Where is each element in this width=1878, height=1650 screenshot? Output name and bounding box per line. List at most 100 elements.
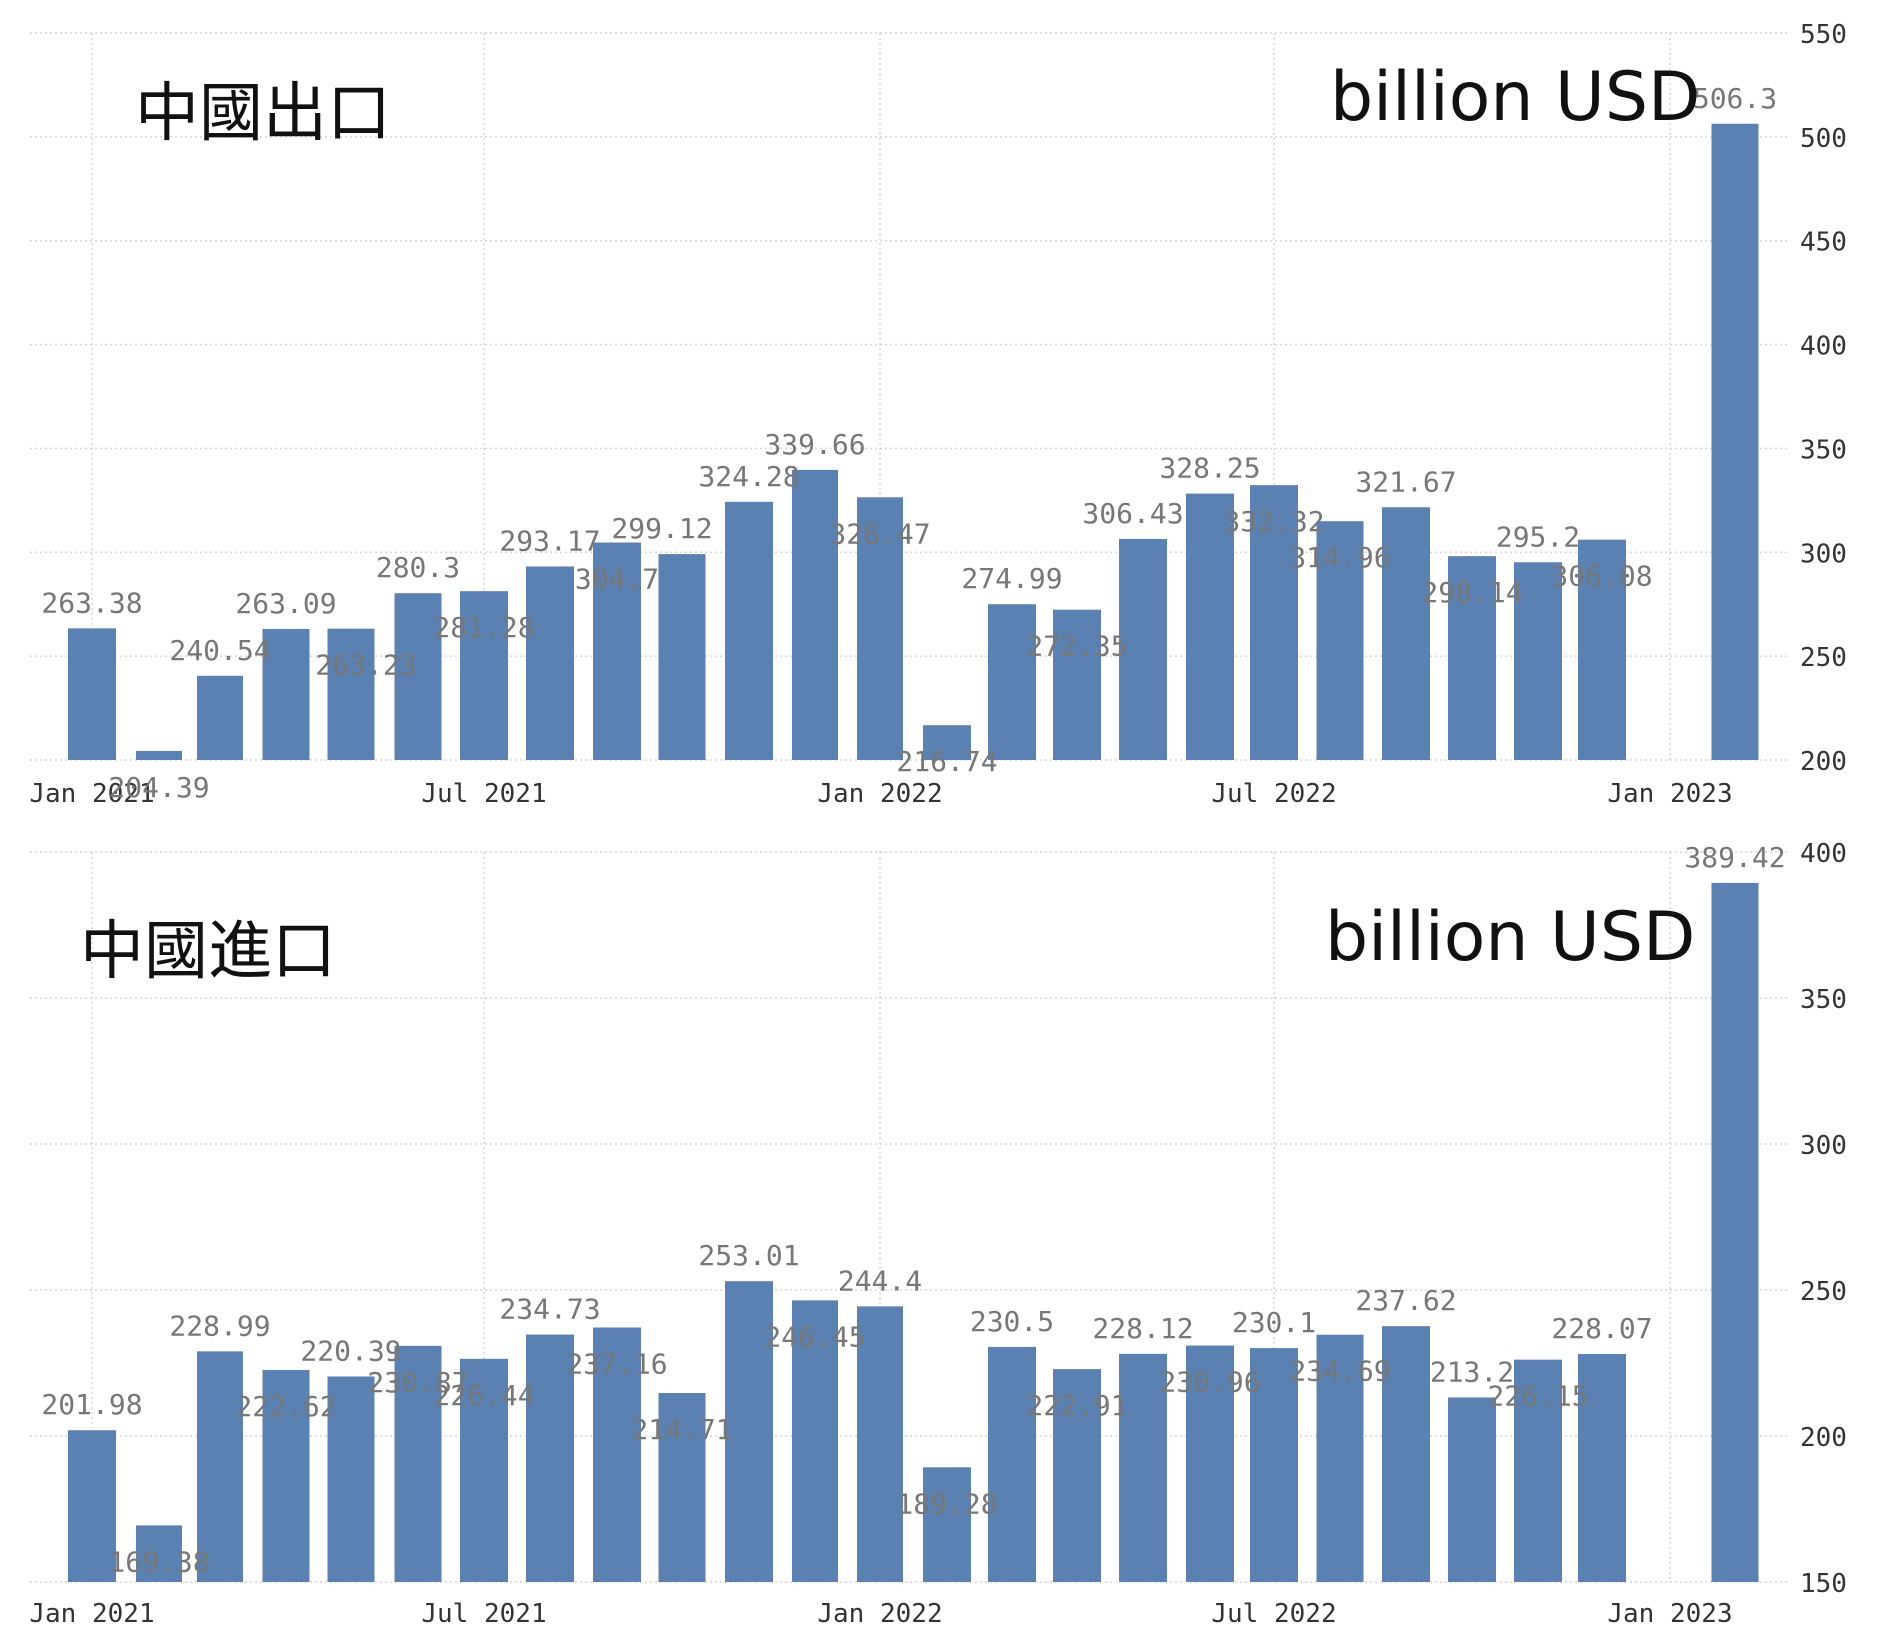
y-tick-label: 400 [1800, 839, 1847, 869]
data-label: 228.99 [169, 1309, 270, 1342]
bar [197, 675, 243, 760]
bar [394, 1345, 442, 1582]
bar [1186, 493, 1234, 760]
data-label: 281.28 [433, 611, 534, 644]
y-tick-label: 250 [1800, 1277, 1847, 1307]
data-label: 299.12 [611, 512, 712, 545]
bar [1053, 609, 1101, 760]
bar [1578, 1354, 1626, 1582]
bar [988, 604, 1036, 760]
data-label: 306.08 [1551, 560, 1652, 593]
bar [136, 1525, 182, 1582]
data-label: 295.2 [1496, 520, 1580, 553]
data-label: 234.73 [499, 1293, 600, 1326]
bar [327, 1376, 375, 1582]
bar [857, 497, 903, 760]
x-tick-label: Jul 2021 [421, 779, 546, 809]
bar [857, 1306, 903, 1582]
bar [327, 628, 375, 760]
bar [593, 1327, 641, 1582]
y-tick-label: 250 [1800, 643, 1847, 673]
bar [923, 725, 971, 760]
data-label: 234.69 [1289, 1355, 1390, 1388]
data-label: 204.39 [108, 771, 209, 804]
data-label: 314.96 [1289, 541, 1390, 574]
bar [658, 1393, 706, 1582]
data-label: 293.17 [499, 524, 600, 557]
x-tick-label: Jan 2022 [817, 779, 942, 809]
data-label: 326.47 [829, 517, 930, 550]
bar [394, 593, 442, 760]
data-label: 328.25 [1159, 452, 1260, 485]
y-tick-label: 300 [1800, 539, 1847, 569]
bar [460, 1358, 508, 1582]
y-tick-label: 400 [1800, 332, 1847, 362]
data-label: 222.91 [1026, 1389, 1127, 1422]
exports-unit-label: billion USD [1330, 58, 1701, 137]
bar [1514, 562, 1562, 760]
x-tick-label: Jul 2021 [421, 1599, 546, 1629]
bar [1186, 1345, 1234, 1582]
bar [526, 566, 574, 760]
bar [988, 1346, 1036, 1582]
bar [1250, 1348, 1298, 1582]
data-label: 228.07 [1551, 1312, 1652, 1345]
y-tick-label: 200 [1800, 1423, 1847, 1453]
data-label: 304.7 [575, 563, 659, 596]
imports-chart-title: 中國進口 [80, 915, 336, 989]
y-tick-label: 350 [1800, 435, 1847, 465]
bar [68, 1430, 116, 1582]
data-label: 214.71 [631, 1413, 732, 1446]
x-tick-label: Jan 2022 [817, 1599, 942, 1629]
data-label: 244.4 [838, 1264, 922, 1297]
data-label: 228.12 [1092, 1312, 1193, 1345]
bar [1316, 521, 1364, 760]
data-label: 226.44 [433, 1379, 534, 1412]
x-tick-label: Jan 2023 [1607, 1599, 1732, 1629]
y-tick-label: 350 [1800, 985, 1847, 1015]
bar [658, 554, 706, 760]
bar [1448, 556, 1496, 760]
data-label: 246.45 [764, 1320, 865, 1353]
data-label: 321.67 [1355, 465, 1456, 498]
bar [1711, 123, 1759, 761]
bar [1119, 538, 1167, 760]
bar [1119, 1353, 1167, 1582]
data-label: 263.23 [315, 649, 416, 682]
data-label: 230.1 [1232, 1306, 1316, 1339]
y-tick-label: 300 [1800, 1131, 1847, 1161]
data-label: 332.32 [1223, 505, 1324, 538]
bar [1316, 1334, 1364, 1582]
bar [68, 628, 116, 760]
bar [136, 750, 182, 760]
data-label: 253.01 [698, 1239, 799, 1272]
data-label: 201.98 [41, 1388, 142, 1421]
data-label: 280.3 [376, 551, 460, 584]
bar [1514, 1359, 1562, 1582]
x-tick-label: Jul 2022 [1211, 779, 1336, 809]
bar [1382, 1326, 1430, 1582]
y-tick-label: 150 [1800, 1569, 1847, 1599]
data-label: 189.28 [896, 1487, 997, 1520]
imports-chart-panel: 150 200 250 300 350 400 Jan 2021 Jul 2021 Jan 20… [0, 820, 1878, 1650]
bar [593, 542, 641, 760]
data-label: 222.62 [235, 1390, 336, 1423]
bar [197, 1351, 243, 1582]
data-label: 324.28 [698, 460, 799, 493]
bar [1578, 539, 1626, 760]
y-tick-label: 200 [1800, 747, 1847, 777]
bar [792, 469, 838, 760]
data-label: 263.38 [41, 586, 142, 619]
bar [1382, 507, 1430, 760]
bar [262, 1369, 310, 1582]
bar [725, 501, 773, 760]
data-label: 506.3 [1693, 82, 1777, 115]
data-label: 339.66 [764, 428, 865, 461]
bar [460, 591, 508, 760]
bar [923, 1467, 971, 1582]
imports-unit-label: billion USD [1325, 898, 1696, 977]
data-label: 274.99 [961, 562, 1062, 595]
x-tick-label: Jul 2022 [1211, 1599, 1336, 1629]
data-label: 389.42 [1684, 841, 1785, 874]
bar [1250, 485, 1298, 760]
